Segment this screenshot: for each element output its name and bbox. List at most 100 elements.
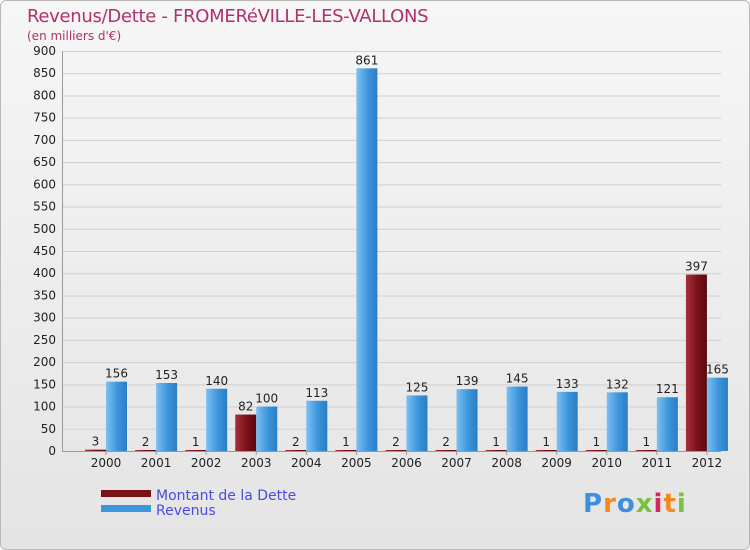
bar-revenus (256, 406, 278, 451)
logo-letter: P (583, 489, 604, 519)
data-label-dette: 397 (685, 260, 708, 274)
legend-label-revenus: Revenus (156, 503, 216, 519)
x-tick-label: 2005 (341, 456, 372, 470)
legend-label-dette: Montant de la Dette (156, 488, 297, 504)
chart-title: Revenus/Dette - FROMERéVILLE-LES-VALLONS (27, 6, 429, 27)
bar-dette (185, 450, 207, 451)
bar-dette (685, 274, 707, 451)
x-tick-label: 2011 (642, 456, 673, 470)
data-label-revenus: 113 (305, 386, 328, 400)
x-tick-label: 2008 (491, 456, 522, 470)
data-label-dette: 3 (92, 435, 100, 449)
x-tick-label: 2006 (391, 456, 422, 470)
data-label-dette: 2 (442, 435, 450, 449)
x-tick-label: 2000 (91, 456, 122, 470)
data-label-dette: 1 (342, 435, 350, 449)
bar-dette (385, 450, 407, 451)
y-tick-label: 400 (33, 266, 56, 280)
data-label-revenus: 132 (606, 377, 629, 391)
y-tick-label: 600 (33, 177, 56, 191)
x-tick-label: 2012 (692, 456, 723, 470)
data-label-revenus: 153 (155, 368, 178, 382)
data-label-revenus: 133 (556, 377, 579, 391)
bars: 3156215311408210021131861212521391145113… (85, 53, 729, 451)
bar-dette (585, 450, 607, 451)
logo-letter: o (616, 489, 636, 519)
x-tick-label: 2003 (241, 456, 272, 470)
bar-dette (635, 450, 657, 451)
bar-dette (135, 450, 157, 451)
bar-revenus (106, 381, 127, 451)
x-tick-label: 2002 (191, 456, 222, 470)
bar-revenus (156, 383, 178, 451)
data-label-dette: 2 (392, 435, 400, 449)
logo-letter: t (663, 489, 677, 519)
data-label-dette: 2 (142, 435, 150, 449)
data-label-revenus: 861 (355, 53, 378, 67)
x-tick-label: 2001 (141, 456, 172, 470)
data-label-dette: 1 (643, 435, 651, 449)
y-tick-label: 350 (33, 288, 56, 302)
y-tick-label: 100 (33, 400, 56, 414)
legend-swatch-dette (101, 490, 151, 497)
y-tick-label: 500 (33, 222, 56, 236)
data-label-revenus: 156 (105, 367, 128, 381)
y-tick-label: 900 (33, 44, 56, 58)
y-tick-label: 250 (33, 333, 56, 347)
y-tick-label: 750 (33, 111, 56, 125)
bar-revenus (706, 377, 728, 451)
data-label-revenus: 165 (706, 363, 729, 377)
bar-dette (235, 414, 257, 451)
bar-dette (285, 450, 307, 451)
data-label-revenus: 100 (255, 392, 278, 406)
logo-letter: i (653, 489, 664, 519)
y-tick-label: 450 (33, 244, 56, 258)
data-label-dette: 2 (292, 435, 300, 449)
y-tick-label: 50 (41, 422, 56, 436)
bar-revenus (506, 386, 528, 451)
y-tick-label: 300 (33, 311, 56, 325)
bar-revenus (356, 68, 378, 451)
bar-revenus (606, 392, 628, 451)
data-label-revenus: 145 (506, 372, 529, 386)
bar-dette (335, 450, 357, 451)
y-tick-label: 800 (33, 88, 56, 102)
data-label-revenus: 139 (456, 374, 479, 388)
x-tick-label: 2007 (441, 456, 472, 470)
data-label-dette: 82 (238, 400, 253, 414)
y-tick-label: 150 (33, 377, 56, 391)
bar-revenus (406, 395, 428, 451)
x-tick-label: 2010 (591, 456, 622, 470)
x-tick-label: 2009 (541, 456, 572, 470)
bar-revenus (206, 388, 228, 451)
bar-dette (485, 450, 507, 451)
data-label-dette: 1 (492, 435, 500, 449)
y-tick-label: 200 (33, 355, 56, 369)
legend-swatch-revenus (101, 505, 151, 512)
bar-dette (535, 450, 557, 451)
y-tick-label: 0 (48, 444, 56, 458)
bar-revenus (456, 389, 478, 451)
bar-revenus (556, 391, 578, 451)
axes: 0 50 100 150 200 250 300 350 400 450 500 550 600 650 7… (33, 44, 722, 470)
y-tick-label: 850 (33, 66, 56, 80)
bar-dette (435, 450, 457, 451)
proxiti-logo: Proxiti (583, 489, 687, 519)
logo-letter: x (635, 489, 654, 519)
bar-revenus (656, 397, 678, 451)
bar-dette (85, 449, 106, 451)
data-label-revenus: 121 (656, 382, 679, 396)
y-tick-label: 550 (33, 200, 56, 214)
data-label-dette: 1 (192, 435, 200, 449)
x-tick-label: 2004 (291, 456, 322, 470)
data-label-dette: 1 (592, 435, 600, 449)
y-tick-label: 700 (33, 133, 56, 147)
logo-letter: r (603, 489, 617, 519)
logo-letter: i (676, 489, 687, 519)
data-label-revenus: 140 (205, 374, 228, 388)
chart-subtitle: (en milliers d'€) (27, 29, 122, 43)
bar-revenus (306, 400, 328, 451)
y-tick-label: 650 (33, 155, 56, 169)
